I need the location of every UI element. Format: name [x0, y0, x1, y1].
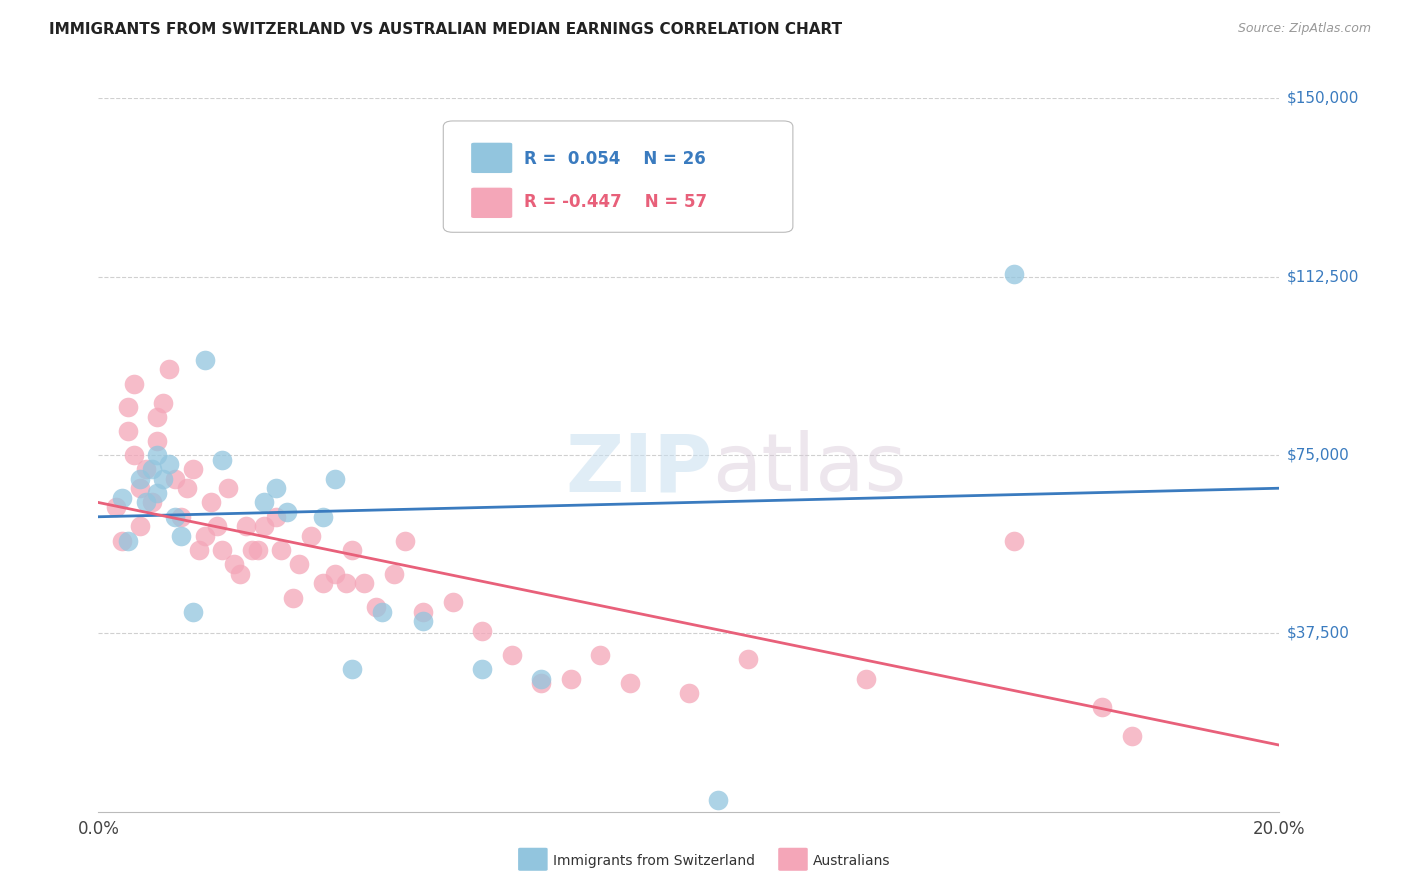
Point — [253, 495, 276, 509]
Point — [342, 662, 364, 676]
Point — [194, 352, 217, 367]
Point — [1091, 700, 1114, 714]
Point — [342, 543, 364, 558]
Text: IMMIGRANTS FROM SWITZERLAND VS AUSTRALIAN MEDIAN EARNINGS CORRELATION CHART: IMMIGRANTS FROM SWITZERLAND VS AUSTRALIA… — [49, 22, 842, 37]
Text: ZIP: ZIP — [565, 430, 713, 508]
Point — [187, 543, 209, 558]
Point — [105, 500, 128, 515]
Point — [335, 576, 357, 591]
Point — [323, 566, 346, 581]
Point — [181, 462, 204, 476]
Point — [146, 409, 169, 424]
Point — [111, 533, 134, 548]
Text: $112,500: $112,500 — [1286, 269, 1358, 284]
Point — [117, 533, 139, 548]
Point — [229, 566, 252, 581]
Point — [1002, 267, 1025, 281]
Point — [678, 686, 700, 700]
Point — [619, 676, 641, 690]
Point — [135, 462, 157, 476]
Point — [211, 452, 233, 467]
Point — [264, 509, 287, 524]
Point — [152, 395, 174, 409]
FancyBboxPatch shape — [471, 142, 513, 174]
FancyBboxPatch shape — [443, 121, 793, 232]
Point — [560, 672, 582, 686]
Point — [141, 495, 163, 509]
Point — [1121, 729, 1143, 743]
Point — [152, 472, 174, 486]
Point — [288, 558, 311, 572]
Text: Immigrants from Switzerland: Immigrants from Switzerland — [553, 854, 755, 868]
Point — [117, 401, 139, 415]
Point — [122, 376, 145, 391]
Point — [299, 529, 322, 543]
Point — [246, 543, 269, 558]
Point — [141, 462, 163, 476]
Point — [194, 529, 217, 543]
Point — [217, 481, 239, 495]
Point — [270, 543, 292, 558]
Point — [240, 543, 263, 558]
Point — [253, 519, 276, 533]
Point — [589, 648, 612, 662]
Point — [1002, 533, 1025, 548]
Point — [707, 793, 730, 807]
FancyBboxPatch shape — [471, 187, 513, 219]
Point — [181, 605, 204, 619]
Point — [312, 576, 335, 591]
Point — [412, 605, 434, 619]
Point — [146, 448, 169, 462]
Point — [283, 591, 305, 605]
Point — [235, 519, 257, 533]
Point — [157, 458, 180, 472]
Point — [264, 481, 287, 495]
Text: $37,500: $37,500 — [1286, 626, 1350, 640]
Point — [224, 558, 246, 572]
Point — [364, 600, 387, 615]
Point — [176, 481, 198, 495]
Point — [737, 652, 759, 666]
Text: Australians: Australians — [813, 854, 890, 868]
Point — [157, 362, 180, 376]
Point — [276, 505, 298, 519]
Point — [530, 676, 553, 690]
Text: Source: ZipAtlas.com: Source: ZipAtlas.com — [1237, 22, 1371, 36]
Point — [165, 509, 187, 524]
Point — [441, 595, 464, 609]
Point — [382, 566, 405, 581]
Text: R = -0.447    N = 57: R = -0.447 N = 57 — [523, 193, 707, 211]
Point — [111, 491, 134, 505]
Point — [211, 543, 233, 558]
Point — [530, 672, 553, 686]
Point — [323, 472, 346, 486]
Point — [146, 486, 169, 500]
Point — [165, 472, 187, 486]
Point — [128, 481, 150, 495]
Point — [501, 648, 523, 662]
Point — [117, 424, 139, 438]
Point — [146, 434, 169, 448]
Point — [394, 533, 416, 548]
Point — [128, 519, 150, 533]
Point — [353, 576, 375, 591]
Point — [200, 495, 222, 509]
Text: $150,000: $150,000 — [1286, 91, 1358, 105]
Point — [205, 519, 228, 533]
Point — [128, 472, 150, 486]
Point — [471, 624, 494, 638]
Point — [122, 448, 145, 462]
Point — [471, 662, 494, 676]
Point — [170, 509, 193, 524]
Text: R =  0.054    N = 26: R = 0.054 N = 26 — [523, 150, 706, 168]
Point — [855, 672, 877, 686]
Text: atlas: atlas — [713, 430, 907, 508]
Text: $75,000: $75,000 — [1286, 448, 1350, 462]
Point — [412, 615, 434, 629]
Point — [312, 509, 335, 524]
Point — [135, 495, 157, 509]
Point — [170, 529, 193, 543]
Point — [371, 605, 394, 619]
